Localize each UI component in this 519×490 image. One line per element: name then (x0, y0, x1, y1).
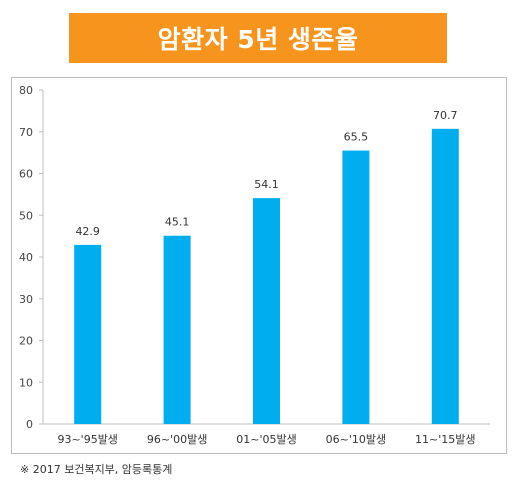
x-tick-label: 96~'00발생 (147, 433, 207, 446)
y-tick-label: 60 (19, 168, 33, 181)
data-label: 54.1 (254, 178, 279, 191)
bar (431, 128, 459, 424)
chart-title: 암환자 5년 생존율 (157, 25, 359, 54)
data-label: 45.1 (165, 216, 190, 229)
y-tick-label: 30 (19, 293, 33, 306)
data-label: 65.5 (344, 131, 369, 144)
y-tick-label: 50 (19, 209, 33, 222)
data-label: 70.7 (433, 109, 458, 122)
y-tick-label: 0 (26, 418, 33, 431)
y-tick-label: 80 (19, 84, 33, 97)
y-tick-label: 20 (19, 335, 33, 348)
y-tick-label: 10 (19, 376, 33, 389)
source-note: ※ 2017 보건복지부, 암등록통계 (20, 463, 173, 476)
bar (74, 244, 102, 424)
x-tick-label: 06~'10발생 (326, 433, 386, 446)
bar (163, 235, 191, 424)
bar (253, 198, 280, 424)
y-tick-label: 40 (19, 251, 33, 264)
x-tick-label: 11~'15발생 (415, 433, 475, 446)
data-label: 42.9 (75, 225, 100, 238)
x-tick-label: 01~'05발생 (236, 433, 296, 446)
title-banner: 암환자 5년 생존율 (69, 13, 447, 63)
y-tick-label: 70 (19, 126, 33, 139)
bar (342, 150, 370, 424)
x-tick-label: 93~'95발생 (57, 433, 117, 446)
